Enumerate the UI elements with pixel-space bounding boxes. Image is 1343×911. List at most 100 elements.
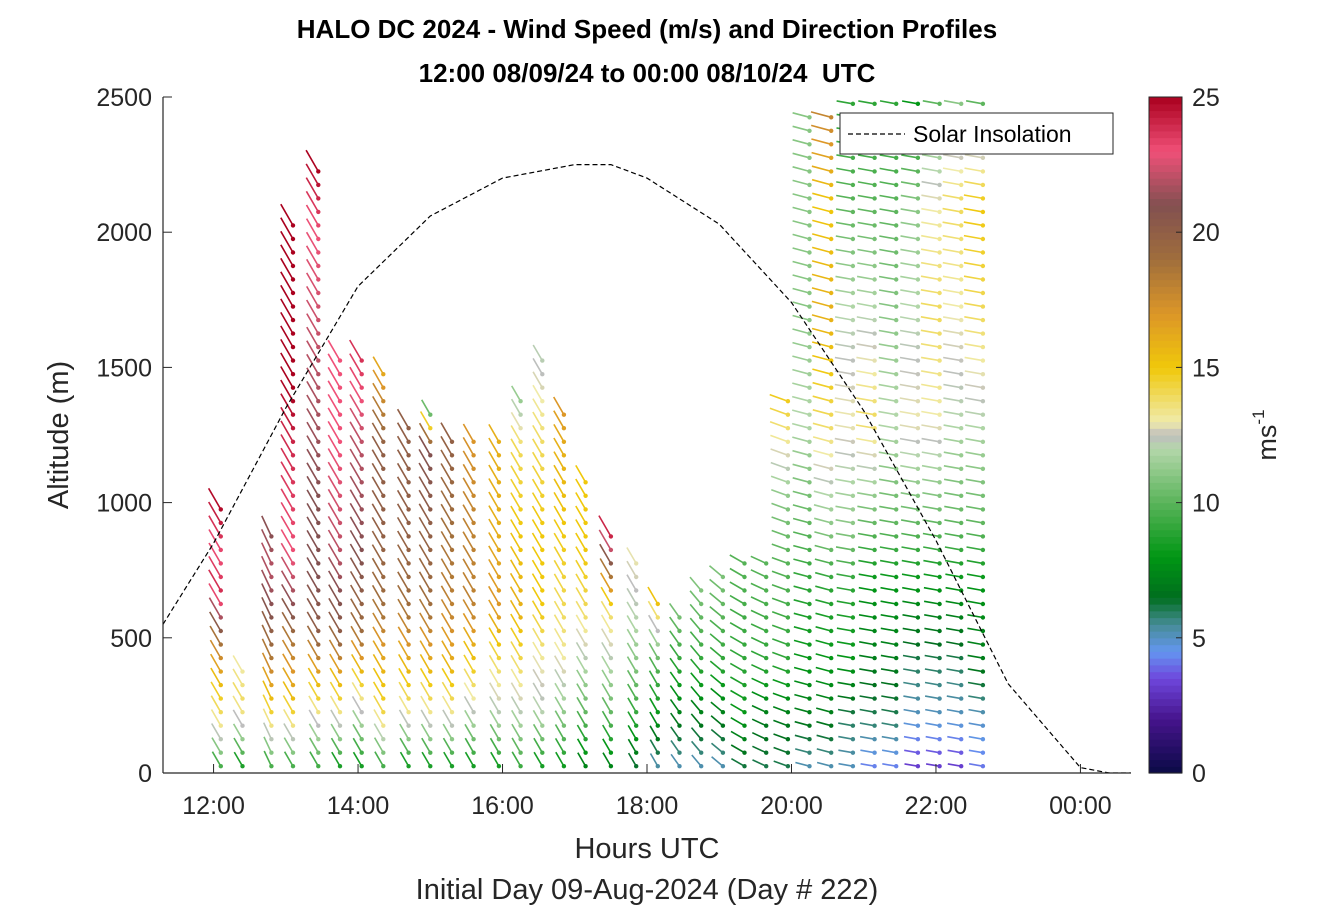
wind-barb-point [872, 155, 877, 160]
wind-barb [398, 654, 410, 672]
wind-profile [647, 586, 660, 769]
wind-barb-point [428, 412, 433, 417]
wind-barb-point [583, 642, 588, 647]
wind-barb-point [655, 737, 660, 742]
wind-barb-point [359, 601, 364, 607]
wind-barb-point [915, 628, 921, 634]
wind-profile [626, 547, 639, 769]
wind-barb [626, 574, 637, 591]
wind-barb [421, 399, 431, 416]
wind-barb [371, 571, 384, 591]
wind-barb-point [915, 304, 921, 309]
wind-barb-point [980, 561, 986, 566]
wind-barb [857, 532, 875, 538]
wind-barb-point [894, 696, 899, 701]
wind-barb [350, 611, 363, 632]
x-tick-label: 12:00 [182, 792, 245, 820]
wind-barb [856, 289, 875, 294]
wind-barb-point [518, 682, 523, 688]
wind-barb-point [540, 426, 545, 431]
wind-barb [792, 125, 810, 132]
wind-barb [532, 723, 543, 740]
wind-barb-point [894, 426, 899, 431]
colorbar-band [1149, 691, 1182, 700]
wind-barb [835, 519, 854, 524]
wind-barb [858, 627, 875, 632]
wind-barb [208, 555, 222, 578]
wind-barb [967, 654, 984, 659]
wind-barb [306, 570, 319, 591]
wind-barb-point [807, 737, 812, 742]
wind-barb [878, 465, 897, 470]
wind-barb [327, 420, 341, 443]
wind-barb [880, 573, 897, 578]
wind-barb-point [894, 196, 899, 201]
wind-barb [260, 555, 273, 578]
wind-barb-point [937, 209, 942, 215]
wind-barb [349, 543, 363, 564]
wind-barb [464, 737, 475, 754]
wind-barb [709, 605, 724, 619]
wind-barb-point [316, 236, 321, 242]
wind-barb-point [381, 588, 386, 593]
colorbar-band [1149, 259, 1182, 267]
wind-barb-point [583, 615, 588, 620]
wind-barb-point [218, 669, 223, 674]
wind-barb [511, 723, 522, 740]
wind-barb-point [829, 223, 834, 228]
wind-barb [859, 722, 875, 727]
wind-barb-point [872, 317, 877, 323]
wind-barb-point [561, 426, 567, 431]
wind-barb [879, 546, 897, 551]
wind-barb [307, 653, 319, 673]
wind-barb-point [807, 426, 812, 431]
colorbar-band [1149, 509, 1182, 517]
wind-barb [371, 449, 384, 470]
colorbar-band [1149, 360, 1182, 368]
wind-barb [855, 424, 875, 429]
wind-barb [281, 584, 294, 605]
wind-barb-point [872, 236, 877, 242]
wind-barb [771, 529, 789, 538]
wind-barb [792, 166, 810, 173]
colorbar-band [1149, 651, 1182, 659]
wind-barb [372, 356, 384, 375]
wind-barb-point [937, 331, 942, 336]
wind-barb [280, 284, 294, 307]
wind-barb [835, 546, 854, 551]
wind-barb [856, 478, 875, 484]
wind-barb [420, 681, 431, 699]
wind-barb-point [381, 547, 386, 553]
wind-barb-point [699, 655, 704, 661]
wind-barb [968, 722, 984, 727]
wind-barb-point [894, 290, 899, 296]
wind-barb [921, 221, 940, 227]
wind-barb [815, 626, 832, 632]
wind-barb [860, 763, 875, 767]
wind-barb-point [540, 372, 545, 377]
wind-barb [903, 708, 919, 713]
wind-barb-point [561, 669, 567, 674]
wind-barb [509, 599, 522, 618]
wind-barb-point [608, 696, 614, 701]
wind-barb-point [381, 561, 386, 566]
wind-barb [709, 578, 724, 592]
wind-barb [280, 393, 294, 416]
wind-barb-point [742, 615, 747, 620]
wind-barb [879, 100, 897, 105]
wind-barb [709, 619, 724, 632]
wind-barb [835, 248, 854, 254]
wind-barb-point [937, 182, 942, 188]
wind-barb-point [937, 317, 942, 323]
wind-barb-point [316, 277, 321, 282]
wind-barb [232, 723, 244, 740]
wind-barb [349, 516, 363, 537]
wind-barb [306, 584, 319, 605]
wind-barb-point [850, 277, 856, 282]
wind-barb-point [655, 642, 660, 647]
wind-barb [750, 623, 767, 632]
wind-barb [710, 687, 724, 700]
wind-barb [371, 503, 384, 524]
wind-barb [488, 451, 500, 470]
wind-barb-point [829, 331, 834, 336]
